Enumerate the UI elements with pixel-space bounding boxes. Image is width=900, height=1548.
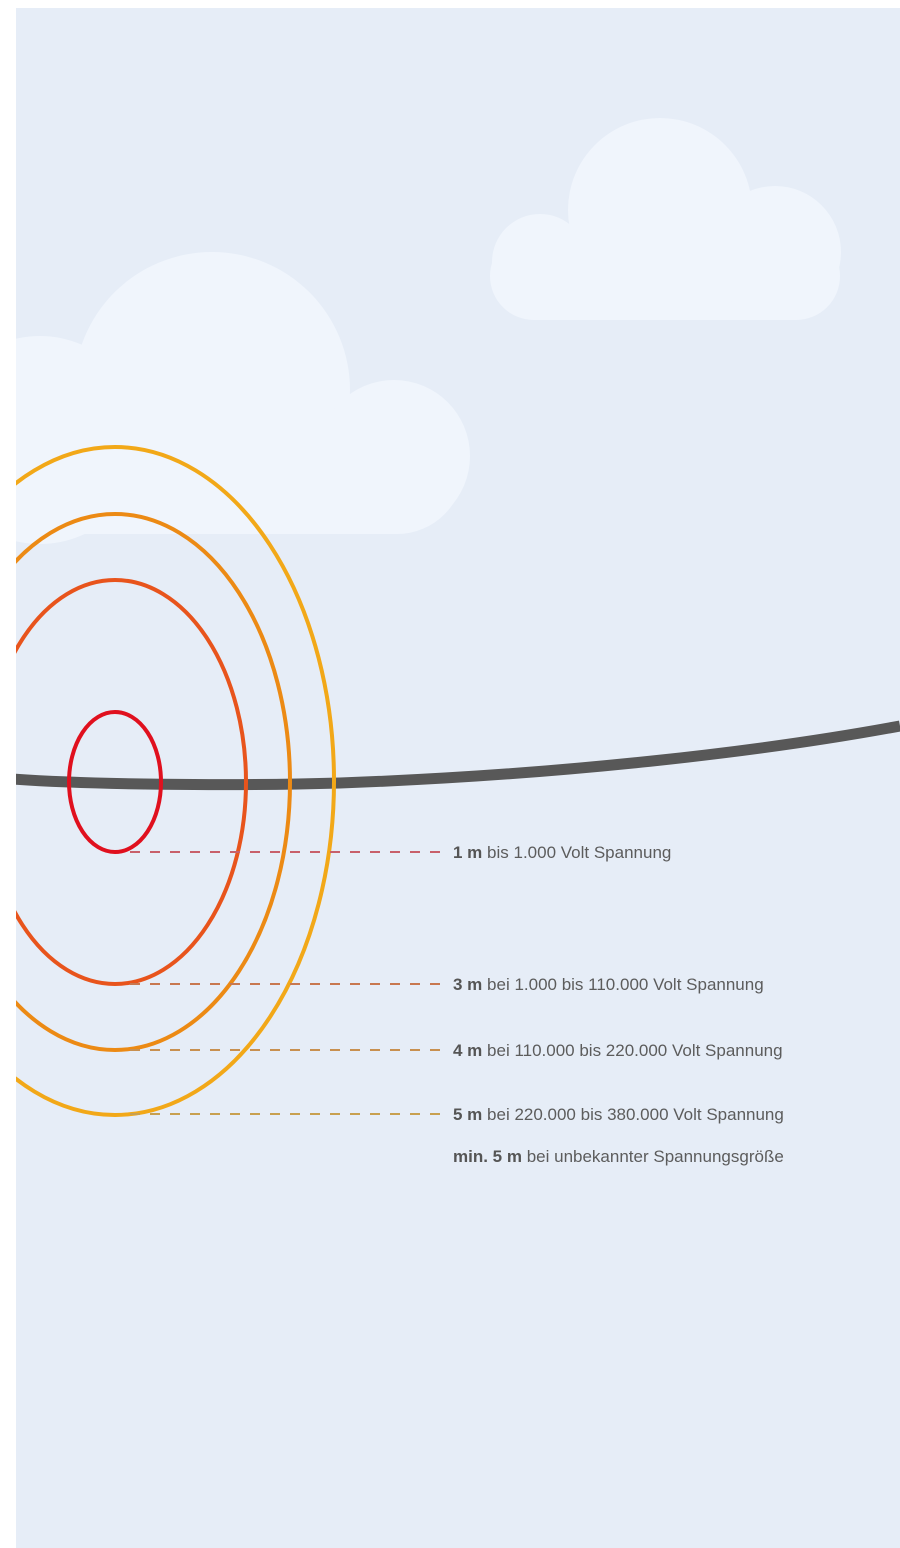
label-4m: 4 m bei 110.000 bis 220.000 Volt Spannun… [453, 1040, 783, 1062]
ring-3m [16, 578, 248, 986]
cloud-left [16, 252, 470, 544]
label-5m-text: bei 220.000 bis 380.000 Volt Spannung [487, 1105, 784, 1124]
label-4m-text: bei 110.000 bis 220.000 Volt Spannung [487, 1041, 783, 1060]
label-min-5m-distance: min. 5 m [453, 1147, 522, 1166]
label-1m: 1 m bis 1.000 Volt Spannung [453, 842, 671, 864]
label-1m-distance: 1 m [453, 843, 483, 862]
label-min-5m: min. 5 m bei unbekannter Spannungsgröße [453, 1146, 784, 1168]
ring-4m [16, 512, 292, 1052]
label-4m-distance: 4 m [453, 1041, 483, 1060]
label-5m: 5 m bei 220.000 bis 380.000 Volt Spannun… [453, 1104, 784, 1126]
label-3m: 3 m bei 1.000 bis 110.000 Volt Spannung [453, 974, 764, 996]
label-3m-text: bei 1.000 bis 110.000 Volt Spannung [487, 975, 764, 994]
ring-5m [16, 445, 336, 1117]
label-3m-distance: 3 m [453, 975, 483, 994]
label-min-5m-text: bei unbekannter Spannungsgröße [526, 1147, 784, 1166]
label-1m-text: bis 1.000 Volt Spannung [487, 843, 672, 862]
power-line-cable [16, 720, 900, 791]
label-5m-distance: 5 m [453, 1105, 483, 1124]
cloud-right [490, 118, 841, 320]
ring-1m [67, 710, 163, 854]
